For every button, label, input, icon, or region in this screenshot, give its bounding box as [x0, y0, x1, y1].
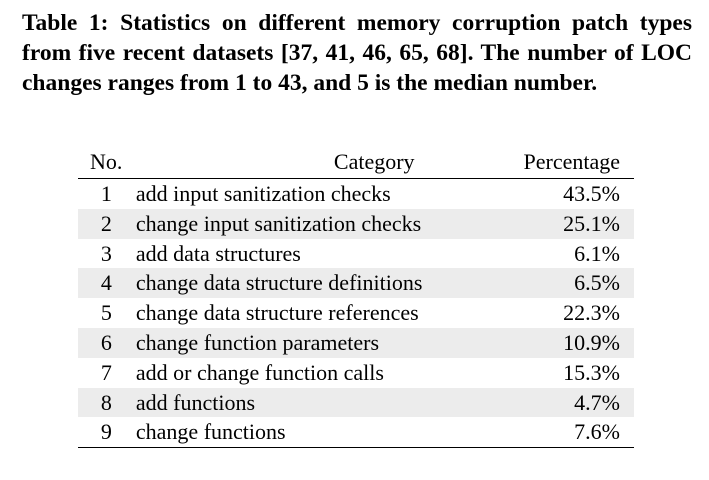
table-row: 2 change input sanitization checks 25.1% [78, 208, 634, 239]
header-percentage: Percentage [516, 146, 634, 179]
table-caption: Table 1: Statistics on different memory … [22, 10, 692, 96]
row-category: add data structures [135, 240, 301, 266]
row-percentage: 15.3% [563, 359, 620, 385]
row-category: change functions [135, 417, 517, 449]
row-no: 6 [78, 327, 136, 358]
row-percentage: 10.9% [516, 327, 634, 358]
table-body: 1 add input sanitization checks 43.5% 2 … [78, 179, 634, 449]
table-row: 7 add or change function calls 15.3% [78, 358, 634, 388]
row-percentage: 22.3% [563, 300, 620, 326]
row-percentage: 25.1% [516, 208, 634, 239]
row-no: 3 [100, 240, 112, 266]
row-category: change function parameters [135, 327, 517, 358]
header-row: No. Category Percentage [78, 146, 634, 179]
table-row: 4 change data structure definitions 6.5% [78, 268, 634, 299]
table-row: 5 change data structure references 22.3% [78, 298, 634, 328]
header-no: No. [78, 146, 136, 179]
row-no: 2 [78, 208, 136, 239]
table-header: No. Category Percentage [78, 146, 634, 179]
row-category: change data structure definitions [135, 268, 517, 299]
row-no: 5 [100, 300, 112, 326]
table-row: 9 change functions 7.6% [78, 417, 634, 449]
row-category: add or change function calls [135, 359, 384, 385]
statistics-table-container: No. Category Percentage 1 add input sani… [78, 146, 634, 449]
row-percentage: 4.7% [516, 387, 634, 418]
table-row: 1 add input sanitization checks 43.5% [78, 179, 634, 209]
row-percentage: 6.5% [516, 268, 634, 299]
row-category: change data structure references [135, 300, 419, 326]
row-no: 7 [100, 359, 112, 385]
row-no: 8 [78, 387, 136, 418]
row-percentage: 43.5% [563, 181, 620, 206]
row-category: change input sanitization checks [135, 208, 517, 239]
row-percentage: 6.1% [574, 240, 620, 266]
row-no: 9 [78, 417, 136, 449]
row-category: add functions [135, 387, 517, 418]
table-row: 8 add functions 4.7% [78, 387, 634, 418]
row-no: 1 [100, 181, 112, 206]
table-row: 6 change function parameters 10.9% [78, 327, 634, 358]
row-no: 4 [78, 268, 136, 299]
header-category: Category [135, 146, 517, 179]
patch-type-statistics-table: No. Category Percentage 1 add input sani… [78, 146, 634, 449]
row-category: add input sanitization checks [135, 181, 391, 206]
table-row: 3 add data structures 6.1% [78, 239, 634, 269]
row-percentage: 7.6% [516, 417, 634, 449]
